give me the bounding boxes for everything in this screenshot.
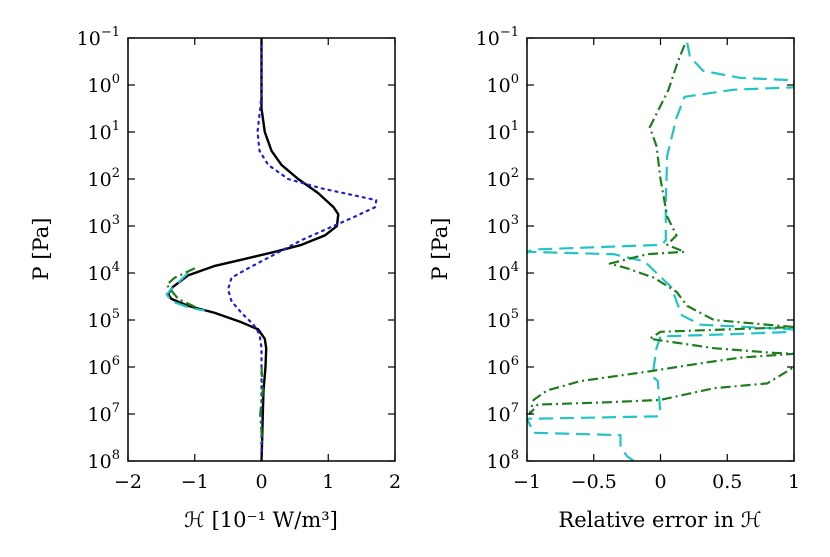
left-plot-frame: [127, 37, 396, 462]
left-series-green-dashdot-2: [165, 267, 199, 310]
left-series-black-solid: [166, 38, 340, 461]
left-ytick-label: 102: [88, 166, 120, 191]
right-ytick-label: 108: [487, 448, 519, 473]
left-ytick-label: 107: [88, 401, 120, 426]
left-ytick-label: 101: [88, 119, 120, 144]
right-ytick-label: 101: [487, 119, 519, 144]
left-ticks: −2 −1 0 1 2 10−1 100 101 102 103 104 105 106 107 108: [77, 25, 401, 493]
right-ytick-label: 104: [487, 260, 519, 285]
right-ytick-label: 100: [487, 72, 519, 97]
left-series-blue-dotted: [227, 38, 378, 461]
right-xtick-label: 1: [788, 471, 800, 493]
left-series-group: [165, 38, 378, 461]
right-series-group: [527, 42, 794, 461]
right-x-axis-label: Relative error in ℋ: [558, 508, 761, 532]
right-ticks: −1 −0.5 0 0.5 1 10−1 100 101 102 103 104 105 106 107 1…: [476, 25, 800, 493]
right-ytick-label: 10−1: [476, 25, 519, 50]
left-y-axis-label: P [Pa]: [29, 218, 53, 281]
left-ytick-label: 105: [88, 307, 120, 332]
left-xtick-label: 0: [255, 471, 267, 493]
right-xtick-label: −1: [513, 471, 541, 493]
left-ytick-label: 103: [88, 213, 120, 238]
right-ytick-label: 102: [487, 166, 519, 191]
left-ytick-label: 104: [88, 260, 120, 285]
left-series-green-dashdot: [259, 366, 264, 443]
left-xtick-label: −2: [114, 471, 142, 493]
left-chart: −2 −1 0 1 2 10−1 100 101 102 103 104 105 106 107 108 ℋ…: [29, 25, 401, 532]
left-ytick-label: 10−1: [77, 25, 120, 50]
right-xtick-label: −0.5: [571, 471, 617, 493]
right-series-green-dashdot: [528, 44, 794, 416]
right-ytick-label: 107: [487, 401, 519, 426]
left-xtick-label: −1: [181, 471, 209, 493]
right-y-axis-label: P [Pa]: [428, 218, 452, 281]
left-series-cyan-dashed: [165, 272, 205, 312]
right-xtick-label: 0.5: [712, 471, 742, 493]
right-plot-frame: [526, 37, 795, 462]
left-ytick-label: 100: [88, 72, 120, 97]
right-chart: −1 −0.5 0 0.5 1 10−1 100 101 102 103 104 105 106 107 1…: [428, 25, 800, 532]
right-ytick-label: 105: [487, 307, 519, 332]
right-ytick-label: 106: [487, 354, 519, 379]
left-x-axis-label: ℋ [10⁻¹ W/m³]: [184, 508, 338, 532]
left-xtick-label: 2: [389, 471, 401, 493]
left-xtick-label: 1: [322, 471, 334, 493]
left-ytick-label: 106: [88, 354, 120, 379]
left-ytick-label: 108: [88, 448, 120, 473]
right-ytick-label: 103: [487, 213, 519, 238]
right-xtick-label: 0: [654, 471, 666, 493]
right-series-cyan-dashed: [527, 42, 794, 461]
